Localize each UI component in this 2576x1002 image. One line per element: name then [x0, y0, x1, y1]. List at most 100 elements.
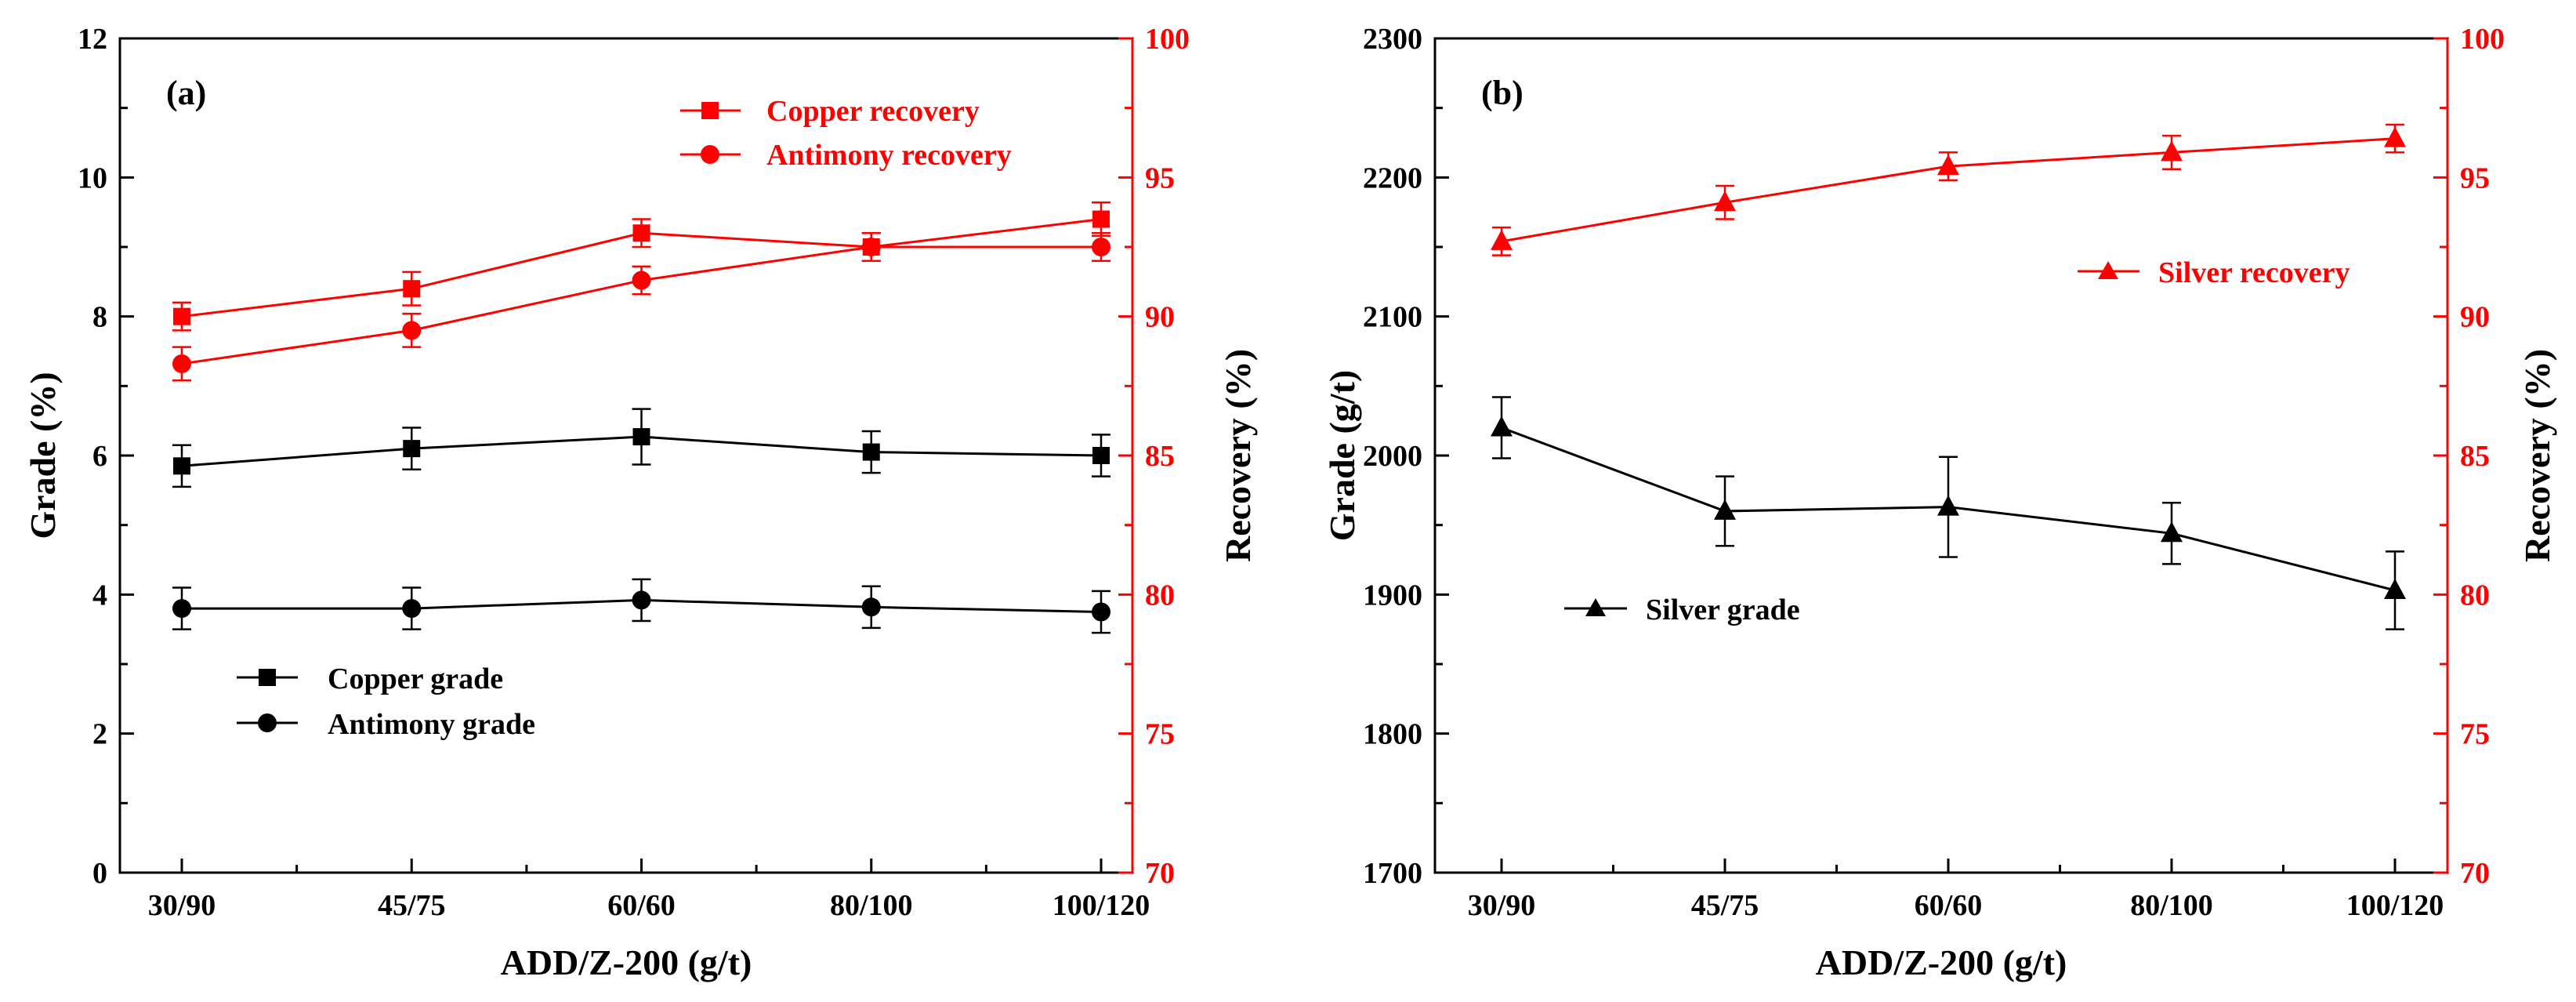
- x-tick-label: 45/75: [378, 889, 446, 922]
- data-point-square: [1092, 210, 1110, 228]
- right-tick-label: 70: [1145, 857, 1175, 890]
- data-point-triangle: [1937, 495, 1959, 516]
- legend-circle-marker-icon: [701, 145, 719, 164]
- x-tick-label: 45/75: [1691, 889, 1759, 922]
- x-tick-label: 30/90: [148, 889, 216, 922]
- right-tick-label: 70: [2460, 857, 2490, 890]
- data-point-square: [632, 224, 650, 242]
- right-tick-label: 100: [2460, 23, 2505, 56]
- data-point-circle: [632, 590, 651, 610]
- panel-b-series: [1491, 123, 2406, 630]
- left-tick-label: 6: [92, 440, 107, 473]
- data-point-circle: [861, 597, 881, 617]
- right-tick-label: 100: [1145, 23, 1190, 56]
- panel-b-label: (b): [1481, 74, 1523, 112]
- left-tick-label: 2300: [1363, 23, 1422, 56]
- panel-a-ticks: 0 2 4 6 8 10 12 70 75 80 85 90 95 100 30/90 45/75 60/60 8…: [78, 23, 1190, 922]
- legend-triangle-marker-icon: [1585, 598, 1606, 616]
- data-point-circle: [861, 238, 881, 256]
- panel-a-series: [172, 201, 1110, 634]
- left-tick-label: 2100: [1363, 301, 1422, 334]
- left-tick-label: 10: [78, 162, 107, 194]
- panel-a-left-axis-title: Grade (%): [23, 372, 63, 539]
- panel-a-right-axis-title: Recovery (%): [1218, 349, 1258, 562]
- data-point-triangle: [1491, 416, 1513, 437]
- x-tick-label: 100/120: [2346, 889, 2444, 922]
- right-tick-label: 85: [2460, 440, 2490, 473]
- left-tick-label: 0: [92, 857, 107, 890]
- data-point-triangle: [2384, 579, 2406, 600]
- panel-b-x-axis-title: ADD/Z-200 (g/t): [1816, 942, 2067, 982]
- data-point-circle: [632, 270, 651, 290]
- right-tick-label: 80: [2460, 579, 2490, 612]
- panel-a-chart: (a) ADD/Z-200 (g/t) Grade (%) Recovery (…: [23, 23, 1258, 982]
- panel-b-plot-frame: [1433, 37, 2449, 874]
- data-point-circle: [402, 321, 422, 340]
- right-tick-label: 75: [2460, 718, 2490, 751]
- panel-a-x-axis-title: ADD/Z-200 (g/t): [501, 942, 752, 982]
- data-point-triangle: [2384, 126, 2406, 147]
- right-tick-label: 85: [1145, 440, 1175, 473]
- panel-a-legend-recovery: Copper recovery Antimony recovery: [680, 95, 1012, 172]
- left-tick-label: 4: [92, 579, 107, 612]
- left-tick-label: 2000: [1363, 440, 1422, 473]
- left-tick-label: 2: [92, 718, 107, 751]
- legend-antimony-grade: Antimony grade: [328, 708, 535, 741]
- data-point-square: [862, 443, 880, 461]
- right-tick-label: 90: [2460, 301, 2490, 334]
- data-point-square: [403, 440, 421, 458]
- left-tick-label: 12: [78, 23, 107, 56]
- data-point-circle: [402, 599, 422, 619]
- x-tick-label: 60/60: [607, 889, 676, 922]
- data-point-square: [632, 428, 650, 446]
- data-point-circle: [1092, 602, 1110, 622]
- data-point-triangle: [1937, 154, 1959, 176]
- legend-copper-grade: Copper grade: [328, 663, 503, 695]
- x-tick-label: 30/90: [1468, 889, 1536, 922]
- left-tick-label: 1700: [1363, 857, 1422, 890]
- data-point-circle: [172, 599, 191, 619]
- legend-silver-recovery: Silver recovery: [2158, 256, 2350, 289]
- data-point-square: [403, 280, 421, 298]
- left-tick-label: 1900: [1363, 579, 1422, 612]
- right-tick-label: 95: [2460, 162, 2490, 194]
- left-tick-label: 1800: [1363, 718, 1422, 751]
- legend-antimony-recovery: Antimony recovery: [766, 139, 1012, 172]
- left-tick-label: 2200: [1363, 162, 1422, 194]
- data-point-triangle: [1714, 499, 1736, 520]
- panel-b-right-axis-title: Recovery (%): [2517, 349, 2557, 562]
- x-tick-label: 80/100: [2130, 889, 2213, 922]
- data-point-circle: [1092, 238, 1110, 256]
- panel-b-left-axis-title: Grade (g/t): [1322, 370, 1362, 541]
- data-point-square: [173, 457, 190, 475]
- data-point-triangle: [2161, 521, 2183, 543]
- right-tick-label: 90: [1145, 301, 1175, 334]
- legend-copper-recovery: Copper recovery: [766, 95, 980, 128]
- legend-circle-marker-icon: [258, 713, 277, 732]
- x-tick-label: 80/100: [830, 889, 913, 922]
- panel-a-legend-grade: Copper grade Antimony grade: [237, 663, 535, 741]
- data-point-triangle: [1491, 229, 1513, 250]
- legend-square-marker-icon: [259, 669, 276, 686]
- panel-b-legend-grade: Silver grade: [1564, 594, 1800, 626]
- right-tick-label: 80: [1145, 579, 1175, 612]
- panel-a-label: (a): [166, 74, 206, 112]
- right-tick-label: 95: [1145, 162, 1175, 194]
- right-tick-label: 75: [1145, 718, 1175, 751]
- left-tick-label: 8: [92, 301, 107, 334]
- panel-b-ticks: 1700 1800 1900 2000 2100 2200 2300 70 75 80 85 90 95…: [1363, 23, 2505, 922]
- data-point-triangle: [2161, 140, 2183, 162]
- data-point-triangle: [1714, 191, 1736, 212]
- x-tick-label: 100/120: [1053, 889, 1150, 922]
- legend-silver-grade: Silver grade: [1646, 594, 1800, 626]
- data-point-square: [1092, 447, 1110, 464]
- panel-b-legend-recovery: Silver recovery: [2078, 256, 2350, 289]
- legend-triangle-marker-icon: [2098, 261, 2118, 279]
- data-point-square: [173, 307, 190, 325]
- panel-b-chart: (b) ADD/Z-200 (g/t) Grade (g/t) Recovery…: [1322, 23, 2557, 982]
- series-line: [181, 245, 1101, 365]
- data-point-circle: [172, 354, 191, 373]
- x-tick-label: 60/60: [1915, 889, 1983, 922]
- legend-square-marker-icon: [701, 102, 719, 119]
